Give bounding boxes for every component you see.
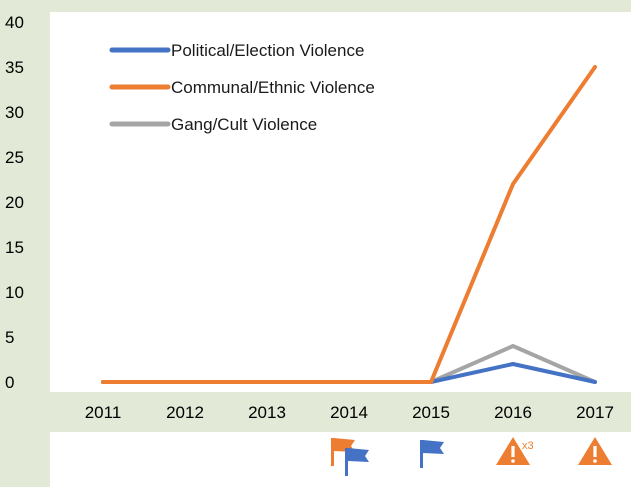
y-tick-label: 5 [5,328,14,347]
plot-area [50,12,631,392]
marker-group [578,437,612,465]
x-tick-label: 2012 [166,403,204,422]
x-tick-label: 2014 [330,403,368,422]
flag-pole [345,448,348,476]
y-tick-label: 15 [5,238,24,257]
marker-group [331,438,369,476]
exclamation-dot [511,459,515,463]
exclamation-dot [593,459,597,463]
warning-triangle-icon [496,437,530,465]
flag-cloth [423,440,444,454]
x-tick-label: 2013 [248,403,286,422]
y-tick-label: 25 [5,148,24,167]
x-tick-label: 2011 [85,403,122,422]
y-tick-label: 30 [5,103,24,122]
flag-pole [420,440,423,468]
x-tick-label: 2017 [576,403,614,422]
blue-flag-icon [345,448,369,476]
x-tick-label: 2016 [494,403,532,422]
legend-label: Political/Election Violence [171,41,364,60]
y-axis-ticks: 0 5 10 15 20 25 30 35 40 [5,13,24,392]
warning-triangle-icon [578,437,612,465]
exclamation-bar [593,446,597,457]
legend: Political/Election Violence Communal/Ethn… [109,41,375,134]
y-tick-label: 35 [5,58,24,77]
legend-label: Communal/Ethnic Violence [171,78,375,97]
series-lines [101,65,597,384]
flag-cloth [348,448,369,462]
flag-pole [331,438,334,466]
exclamation-bar [511,446,515,457]
marker-count-label: x3 [522,440,534,452]
legend-label: Gang/Cult Violence [171,115,317,134]
y-tick-label: 20 [5,193,24,212]
x-tick-label: 2015 [412,403,450,422]
marker-group: x3 [496,437,534,465]
y-tick-label: 10 [5,283,24,302]
event-markers: x3 [331,437,612,476]
x-axis-ticks: 2011 2012 2013 2014 2015 2016 2017 [85,403,614,422]
marker-group [420,440,444,468]
blue-flag-icon [420,440,444,468]
y-tick-label: 40 [5,13,24,32]
y-tick-label: 0 [5,373,14,392]
